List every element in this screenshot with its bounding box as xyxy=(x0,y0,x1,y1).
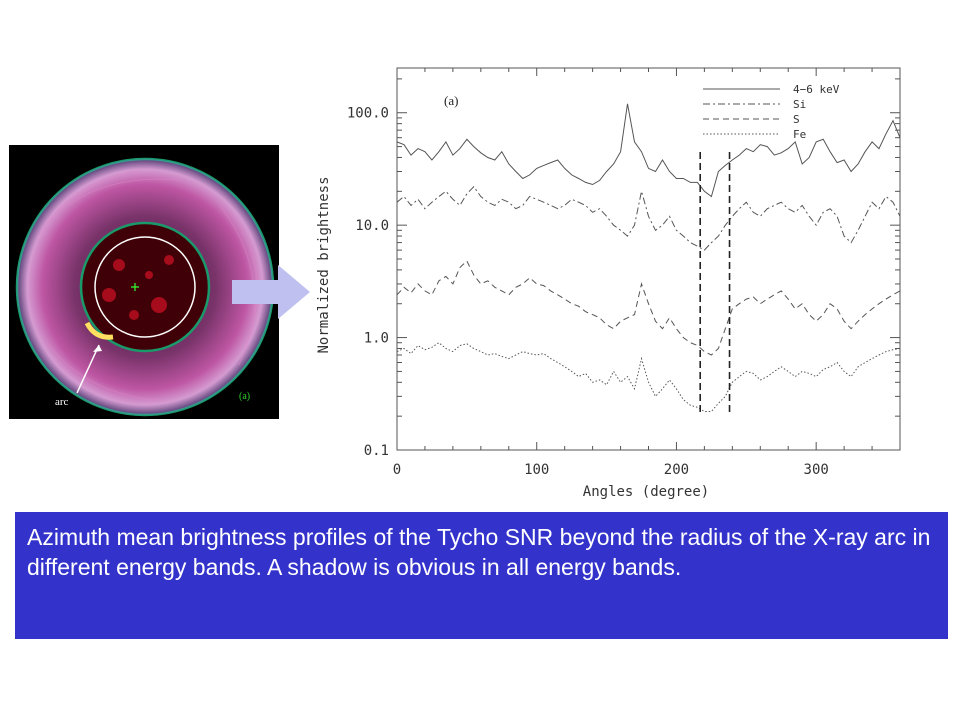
x-tick-label: 0 xyxy=(393,462,401,478)
right-arrow-icon xyxy=(232,265,310,319)
y-tick-label: 0.1 xyxy=(364,443,389,459)
y-tick-label: 1.0 xyxy=(364,331,389,347)
series-line-s xyxy=(396,260,901,356)
series-line-4-6-kev xyxy=(396,103,901,198)
legend-label: Si xyxy=(793,98,806,111)
image-panel-label: (a) xyxy=(239,391,250,402)
inner-green-ring xyxy=(79,221,211,353)
brightness-chart: 0 100 200 300 0.1 1.0 10.0 100.0 (a) Normalized… xyxy=(316,67,901,500)
legend: 4−6 keV Si S Fe xyxy=(703,83,840,141)
x-axis-label: Angles (degree) xyxy=(583,484,709,500)
y-tick-label: 10.0 xyxy=(355,218,389,234)
plot-frame xyxy=(396,67,901,451)
y-tick-label: 100.0 xyxy=(347,106,389,122)
arc-pointer xyxy=(76,344,100,394)
x-ray-arc xyxy=(84,321,114,340)
arc-label: arc xyxy=(55,396,69,408)
x-tick-label: 200 xyxy=(664,462,689,478)
caption-text: Azimuth mean brightness profiles of the … xyxy=(27,524,931,580)
caption-box: Azimuth mean brightness profiles of the … xyxy=(15,512,948,639)
y-axis-label: Normalized brightness xyxy=(316,176,332,353)
series-line-si xyxy=(396,185,901,251)
legend-label: Fe xyxy=(793,128,806,141)
legend-label: 4−6 keV xyxy=(793,83,840,96)
series-line-fe xyxy=(396,342,901,412)
x-tick-label: 300 xyxy=(804,462,829,478)
x-tick-label: 100 xyxy=(524,462,549,478)
chart-panel-label: (a) xyxy=(444,93,458,108)
white-circle xyxy=(94,236,196,338)
outer-overlay-region xyxy=(17,159,273,415)
center-cross xyxy=(131,283,139,291)
inner-region xyxy=(81,223,209,351)
legend-label: S xyxy=(793,113,800,126)
